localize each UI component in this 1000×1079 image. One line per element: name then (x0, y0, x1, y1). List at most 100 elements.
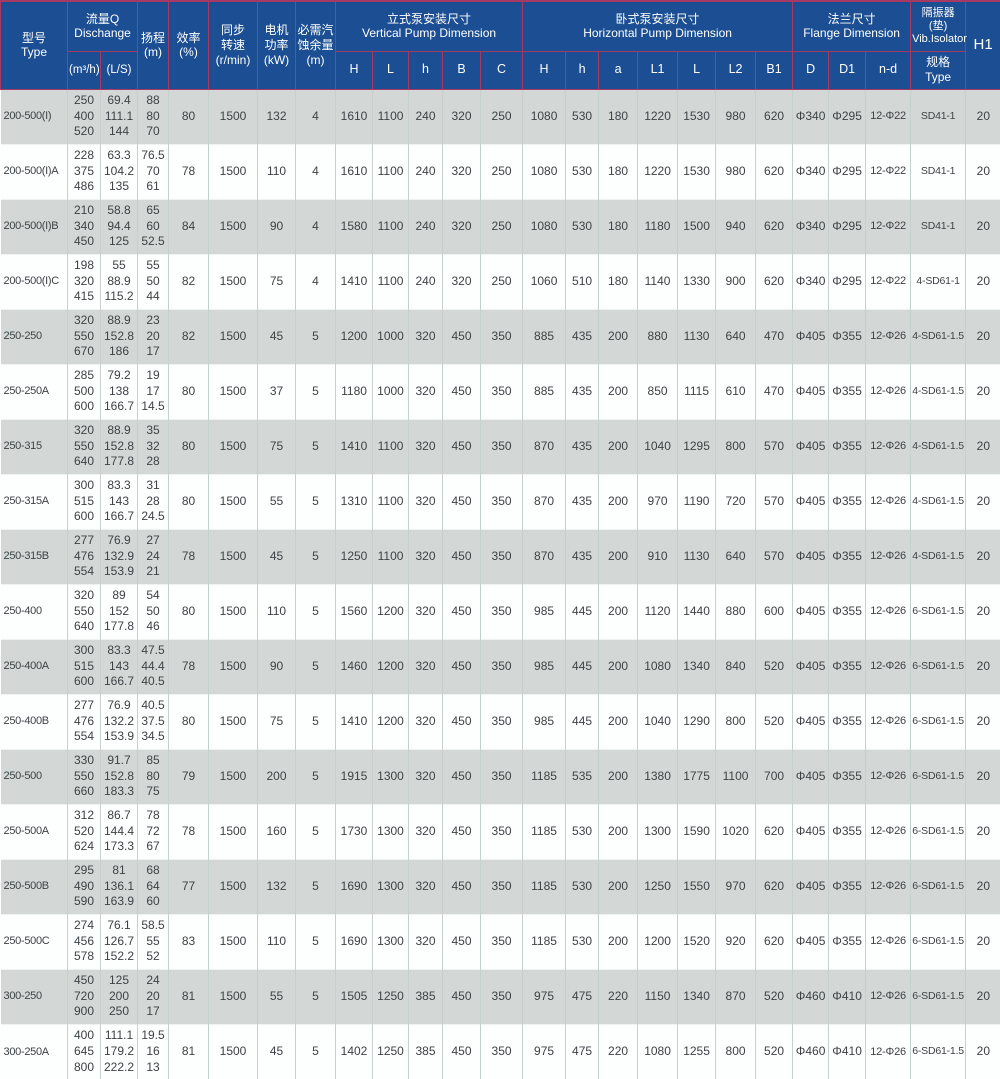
cell-npsh: 4 (296, 144, 336, 199)
header-vertical-h: h (409, 51, 443, 89)
cell-horizontal-L1: 910 (638, 529, 678, 584)
cell-horizontal-h: 475 (566, 1024, 599, 1079)
cell-vertical-B: 450 (443, 474, 481, 529)
cell-flange-D1: Φ355 (829, 364, 866, 419)
cell-horizontal-L2: 840 (716, 639, 756, 694)
cell-vertical-H: 1690 (336, 914, 373, 969)
cell-head: 85 80 75 (138, 749, 169, 804)
cell-vertical-C: 350 (481, 1024, 523, 1079)
cell-vertical-L: 1100 (373, 474, 409, 529)
cell-vertical-h: 320 (409, 529, 443, 584)
cell-vertical-H: 1250 (336, 529, 373, 584)
cell-horizontal-H: 1080 (523, 144, 566, 199)
table-row: 250-500 330 550 660 91.7 152.8 183.3 85 … (1, 749, 1000, 804)
cell-horizontal-H: 985 (523, 584, 566, 639)
cell-horizontal-a: 200 (599, 309, 638, 364)
cell-flange-D: Φ405 (793, 309, 829, 364)
cell-flange-D1: Φ295 (829, 199, 866, 254)
cell-efficiency: 80 (169, 89, 209, 144)
cell-vertical-L: 1100 (373, 199, 409, 254)
table-row: 250-250A 285 500 600 79.2 138 166.7 19 1… (1, 364, 1000, 419)
cell-pump-model: 250-400A (1, 639, 68, 694)
cell-pump-model: 200-500(I)B (1, 199, 68, 254)
cell-npsh: 5 (296, 749, 336, 804)
cell-discharge-ls: 86.7 144.4 173.3 (101, 804, 138, 859)
cell-horizontal-L: 1530 (678, 89, 716, 144)
cell-pump-model: 200-500(I)C (1, 254, 68, 309)
cell-flange-nd: 12-Φ26 (866, 309, 911, 364)
cell-flange-nd: 12-Φ26 (866, 1024, 911, 1079)
cell-isolator: 4-SD61-1.5 (911, 364, 966, 419)
cell-discharge-m3h: 450 720 900 (68, 969, 101, 1024)
cell-vertical-B: 450 (443, 364, 481, 419)
header-vertical-group: 立式泵安装尺寸 Vertical Pump Dimension (336, 1, 523, 51)
cell-vertical-L: 1300 (373, 859, 409, 914)
cell-horizontal-H: 1185 (523, 859, 566, 914)
cell-discharge-m3h: 300 515 600 (68, 639, 101, 694)
cell-vertical-C: 350 (481, 309, 523, 364)
cell-power: 45 (258, 309, 296, 364)
cell-horizontal-H: 985 (523, 694, 566, 749)
cell-discharge-m3h: 320 550 670 (68, 309, 101, 364)
cell-npsh: 5 (296, 584, 336, 639)
cell-horizontal-L: 1340 (678, 639, 716, 694)
cell-flange-nd: 12-Φ26 (866, 419, 911, 474)
cell-vertical-L: 1200 (373, 694, 409, 749)
cell-horizontal-h: 435 (566, 309, 599, 364)
cell-speed: 1500 (209, 254, 258, 309)
cell-discharge-ls: 88.9 152.8 177.8 (101, 419, 138, 474)
cell-flange-nd: 12-Φ26 (866, 749, 911, 804)
cell-horizontal-L: 1130 (678, 529, 716, 584)
cell-flange-nd: 12-Φ22 (866, 254, 911, 309)
cell-horizontal-a: 200 (599, 859, 638, 914)
cell-vertical-L: 1250 (373, 969, 409, 1024)
cell-horizontal-H: 1185 (523, 804, 566, 859)
cell-discharge-ls: 91.7 152.8 183.3 (101, 749, 138, 804)
cell-discharge-ls: 88.9 152.8 186 (101, 309, 138, 364)
cell-vertical-h: 240 (409, 199, 443, 254)
cell-horizontal-L1: 1080 (638, 1024, 678, 1079)
cell-discharge-ls: 76.9 132.2 153.9 (101, 694, 138, 749)
cell-efficiency: 79 (169, 749, 209, 804)
cell-horizontal-B1: 520 (756, 639, 793, 694)
header-horizontal-L2: L2 (716, 51, 756, 89)
cell-npsh: 5 (296, 914, 336, 969)
cell-horizontal-L: 1115 (678, 364, 716, 419)
cell-horizontal-h: 435 (566, 364, 599, 419)
cell-horizontal-a: 200 (599, 584, 638, 639)
cell-flange-nd: 12-Φ26 (866, 364, 911, 419)
cell-efficiency: 80 (169, 584, 209, 639)
cell-horizontal-L2: 970 (716, 859, 756, 914)
table-row: 250-500C 274 456 578 76.1 126.7 152.2 58… (1, 914, 1000, 969)
cell-vertical-L: 1100 (373, 254, 409, 309)
cell-speed: 1500 (209, 969, 258, 1024)
cell-horizontal-h: 510 (566, 254, 599, 309)
cell-power: 132 (258, 89, 296, 144)
cell-horizontal-L2: 920 (716, 914, 756, 969)
cell-horizontal-L: 1775 (678, 749, 716, 804)
cell-discharge-m3h: 228 375 486 (68, 144, 101, 199)
header-flange-group: 法兰尺寸 Flange Dimension (793, 1, 911, 51)
cell-isolator: 4-SD61-1.5 (911, 419, 966, 474)
table-row: 250-315A 300 515 600 83.3 143 166.7 31 2… (1, 474, 1000, 529)
cell-h1: 20 (966, 914, 1000, 969)
cell-flange-nd: 12-Φ26 (866, 804, 911, 859)
cell-h1: 20 (966, 969, 1000, 1024)
cell-efficiency: 78 (169, 639, 209, 694)
cell-vertical-C: 350 (481, 914, 523, 969)
header-horizontal-H: H (523, 51, 566, 89)
cell-horizontal-a: 200 (599, 364, 638, 419)
cell-efficiency: 82 (169, 309, 209, 364)
cell-horizontal-H: 1060 (523, 254, 566, 309)
cell-head: 31 28 24.5 (138, 474, 169, 529)
cell-horizontal-H: 1185 (523, 749, 566, 804)
cell-vertical-C: 350 (481, 749, 523, 804)
cell-vertical-H: 1560 (336, 584, 373, 639)
cell-vertical-H: 1580 (336, 199, 373, 254)
cell-vertical-L: 1200 (373, 639, 409, 694)
cell-flange-D: Φ405 (793, 639, 829, 694)
cell-flange-D: Φ340 (793, 144, 829, 199)
cell-flange-nd: 12-Φ26 (866, 694, 911, 749)
cell-h1: 20 (966, 254, 1000, 309)
cell-horizontal-L1: 1300 (638, 804, 678, 859)
